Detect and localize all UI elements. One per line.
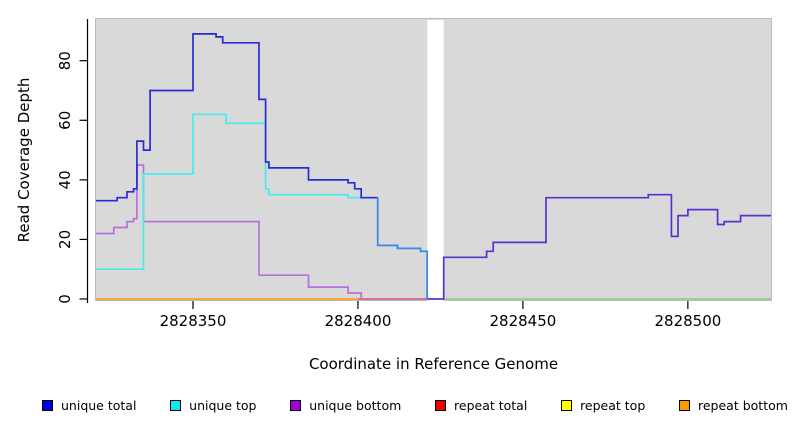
x-tick-label: 2828500 xyxy=(654,312,721,330)
legend: unique total unique top unique bottom repea… xyxy=(42,398,788,413)
legend-label-repeat-bottom: repeat bottom xyxy=(698,398,788,413)
y-tick-label: 20 xyxy=(56,230,74,249)
legend-label-unique-bottom: unique bottom xyxy=(309,398,402,413)
series-unique-total-run-1 xyxy=(376,197,429,299)
legend-swatch-repeat-bottom xyxy=(679,400,690,411)
legend-swatch-unique-top xyxy=(170,400,182,411)
y-axis-title: Read Coverage Depth xyxy=(15,77,33,243)
legend-label-repeat-top: repeat top xyxy=(580,398,646,413)
legend-item-unique-total: unique total xyxy=(42,398,136,413)
x-axis-title: Coordinate in Reference Genome xyxy=(308,355,559,373)
y-tick-label: 80 xyxy=(56,51,74,70)
no-data-gap xyxy=(427,20,444,301)
y-tick-label: 60 xyxy=(56,111,74,130)
x-tick-label: 2828400 xyxy=(325,312,392,330)
legend-item-repeat-total: repeat total xyxy=(435,398,527,413)
legend-item-unique-top: unique top xyxy=(170,398,256,413)
series-unique-total-run-2 xyxy=(427,193,771,300)
legend-label-unique-top: unique top xyxy=(189,398,257,413)
legend-swatch-unique-total xyxy=(42,400,53,411)
legend-label-unique-total: unique total xyxy=(61,398,137,413)
x-tick-label: 2828350 xyxy=(160,312,227,330)
legend-swatch-repeat-top xyxy=(561,400,573,411)
x-tick-label: 2828450 xyxy=(489,312,556,330)
y-tick-label: 0 xyxy=(56,294,74,304)
legend-item-repeat-bottom: repeat bottom xyxy=(679,398,788,413)
legend-item-unique-bottom: unique bottom xyxy=(290,398,401,413)
series-unique-total-run-0 xyxy=(96,33,378,202)
legend-swatch-repeat-total xyxy=(435,400,447,411)
legend-swatch-unique-bottom xyxy=(290,400,302,411)
legend-label-repeat-total: repeat total xyxy=(454,398,528,413)
y-tick-label: 40 xyxy=(56,170,74,189)
legend-item-repeat-top: repeat top xyxy=(561,398,645,413)
